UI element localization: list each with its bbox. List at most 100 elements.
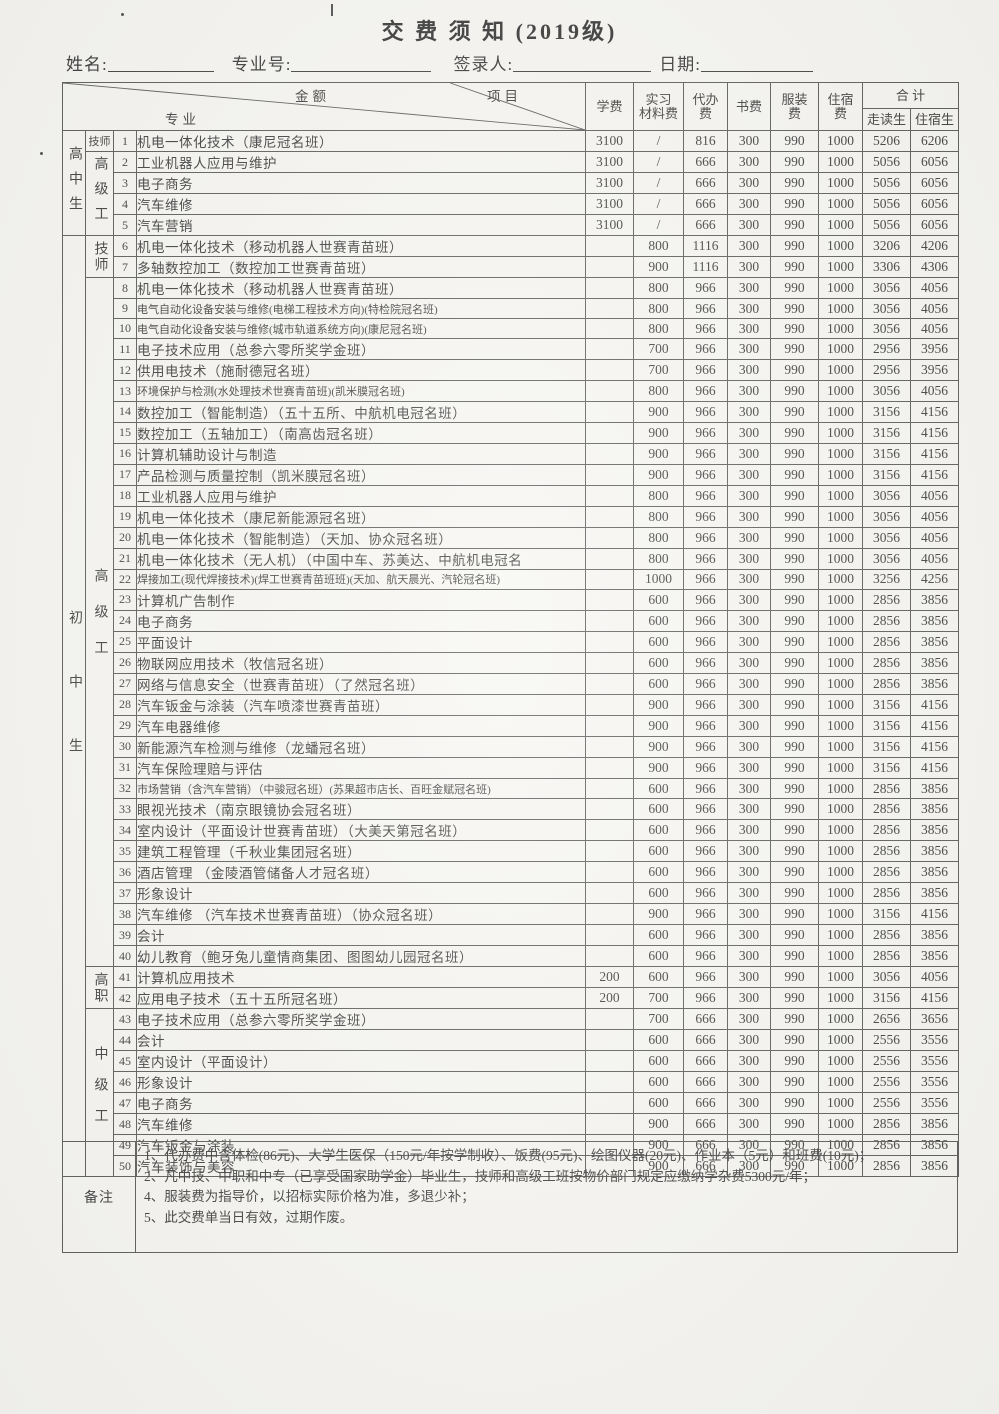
row-number: 6 <box>113 235 137 257</box>
fee-value: 3856 <box>909 588 960 611</box>
fee-value: 4256 <box>909 568 960 590</box>
fee-value: 900 <box>633 1155 684 1178</box>
fee-value: 1000 <box>818 526 863 549</box>
fee-value: 3056 <box>862 380 911 402</box>
fee-value: 3856 <box>909 1113 960 1136</box>
signer-field-blank[interactable] <box>513 56 652 72</box>
fee-value: 900 <box>633 1113 684 1136</box>
column-header-day-student: 走读生 <box>862 108 911 131</box>
fee-value: 990 <box>770 693 819 716</box>
fee-value: 1000 <box>818 1134 863 1157</box>
fee-value: 966 <box>683 903 728 926</box>
fee-value: 2856 <box>862 924 911 947</box>
fee-value: 300 <box>727 1071 771 1094</box>
fee-value: 600 <box>633 1029 684 1052</box>
specialty-name: 多轴数控加工（数控加工世赛青苗班） <box>136 256 586 278</box>
row-number: 35 <box>113 840 137 863</box>
fee-value <box>585 442 634 465</box>
fee-value: 300 <box>727 756 771 779</box>
fee-value: 1000 <box>818 714 863 737</box>
fee-value <box>585 588 634 611</box>
fee-value: 966 <box>683 277 728 299</box>
fee-value: 966 <box>683 987 728 1010</box>
column-header-uniform-fee: 服装 费 <box>770 82 819 131</box>
row-number: 28 <box>113 693 137 716</box>
fee-value: 966 <box>683 463 728 486</box>
fee-value: 600 <box>633 945 684 968</box>
table-row: 高中生 技师 1 机电一体化技术（康尼冠名班） 3100/816 300 990 1000 52… <box>62 130 960 236</box>
fee-value: 300 <box>727 400 771 423</box>
fee-value: 966 <box>683 798 728 821</box>
specialty-name: 机电一体化技术（移动机器人世赛青苗班） <box>136 277 586 299</box>
fee-value: 300 <box>727 214 771 236</box>
fee-value: 800 <box>633 505 684 528</box>
specialty-name: 汽车保险理赔与评估 <box>136 756 586 779</box>
fee-value: 300 <box>727 547 771 570</box>
table-row: 15 数控加工（五轴加工）（南高齿冠名班） 900 966 300 990 1000 3156… <box>63 421 960 444</box>
specialty-name: 机电一体化技术（康尼新能源冠名班） <box>136 505 586 528</box>
row-number: 37 <box>113 882 137 905</box>
fee-value: 3956 <box>909 359 960 382</box>
fee-value: 990 <box>770 1008 819 1031</box>
fee-value: 200 <box>585 987 634 1010</box>
fee-value: 990 <box>770 840 819 863</box>
row-number: 41 <box>113 966 137 989</box>
fee-value: 3306 <box>862 256 911 278</box>
fee-value: 666 <box>683 1071 728 1094</box>
fee-value: 966 <box>683 630 728 653</box>
fee-value: 1000 <box>818 987 863 1010</box>
fee-value: 3156 <box>862 987 911 1010</box>
specialty-name: 汽车钣金与涂装（汽车喷漆世赛青苗班） <box>136 693 586 716</box>
fee-value: 990 <box>770 903 819 926</box>
row-number: 17 <box>113 463 137 486</box>
table-row: 9 电气自动化设备安装与维修(电梯工程技术方向)(特检院冠名班) 800 966 300… <box>63 297 960 320</box>
fee-value: 3656 <box>909 1008 960 1031</box>
fee-value: 600 <box>633 672 684 695</box>
fee-value: 600 <box>633 630 684 653</box>
fee-table: 金额 项目 专业 学费 实习 材料费 代办 费 书费 服装 费 住宿 费 合 计… <box>62 82 960 1178</box>
table-row: 42 应用电子技术（五十五所冠名班） 200 700 966 300 990 1000 3156… <box>63 987 960 1010</box>
fee-table-header: 金额 项目 专业 学费 实习 材料费 代办 费 书费 服装 费 住宿 费 合 计… <box>62 82 960 131</box>
table-row: 38 汽车维修 （汽车技术世赛青苗班）（协众冠名班） 900 966 300 990 100… <box>63 903 960 926</box>
fee-value <box>585 672 634 695</box>
student-group-label: 高中生 <box>62 130 86 236</box>
fee-value: 990 <box>770 505 819 528</box>
fee-value: 300 <box>727 861 771 884</box>
fee-value: 3206 <box>862 235 911 257</box>
row-number: 4 <box>113 193 137 215</box>
major-no-field-blank[interactable] <box>291 56 432 72</box>
specialty-name: 计算机应用技术 <box>136 966 586 989</box>
fee-value: 966 <box>683 318 728 340</box>
fee-value: 1000 <box>818 505 863 528</box>
fee-value: 900 <box>633 693 684 716</box>
header-amount-label: 金额 <box>295 89 330 104</box>
date-field-blank[interactable] <box>700 56 813 72</box>
specialty-name: 形象设计 <box>136 882 586 905</box>
specialty-name: 眼视光技术（南京眼镜协会冠名班） <box>136 798 586 821</box>
fee-value: 990 <box>770 588 819 611</box>
name-field-blank[interactable] <box>107 56 214 72</box>
table-row: 5 汽车营销 3100/666 300 990 1000 5056 6056 <box>63 214 960 236</box>
fee-value <box>585 463 634 486</box>
table-row: 39 会计 600 966 300 990 1000 2856 3856 <box>63 924 960 947</box>
fee-value: 666 <box>683 1113 728 1136</box>
fee-value: 990 <box>770 924 819 947</box>
specialty-name: 供用电技术（施耐德冠名班） <box>136 359 586 382</box>
fee-value: 4156 <box>909 735 960 758</box>
table-row: 10 电气自动化设备安装与维修(城市轨道系统方向)(康尼冠名班) 800 966 300… <box>63 318 960 340</box>
specialty-name: 室内设计（平面设计世赛青苗班）（大美天第冠名班） <box>136 819 586 842</box>
column-header-book-fee: 书费 <box>727 82 771 131</box>
fee-value: 990 <box>770 1071 819 1094</box>
fee-value: 666 <box>683 1029 728 1052</box>
fee-value: 3156 <box>862 735 911 758</box>
fee-value: 1000 <box>818 840 863 863</box>
fee-value: 300 <box>727 277 771 299</box>
specialty-name: 计算机广告制作 <box>136 588 586 611</box>
fee-value: 3856 <box>909 672 960 695</box>
scan-artifact <box>121 13 124 16</box>
table-row: 44 会计 600 666 300 990 1000 2556 3556 <box>63 1029 960 1052</box>
fee-value: 300 <box>727 297 771 320</box>
table-row: 4 汽车维修 3100/666 300 990 1000 5056 6056 <box>63 193 960 215</box>
fee-value: 3256 <box>862 568 911 590</box>
specialty-name: 平面设计 <box>136 630 586 653</box>
